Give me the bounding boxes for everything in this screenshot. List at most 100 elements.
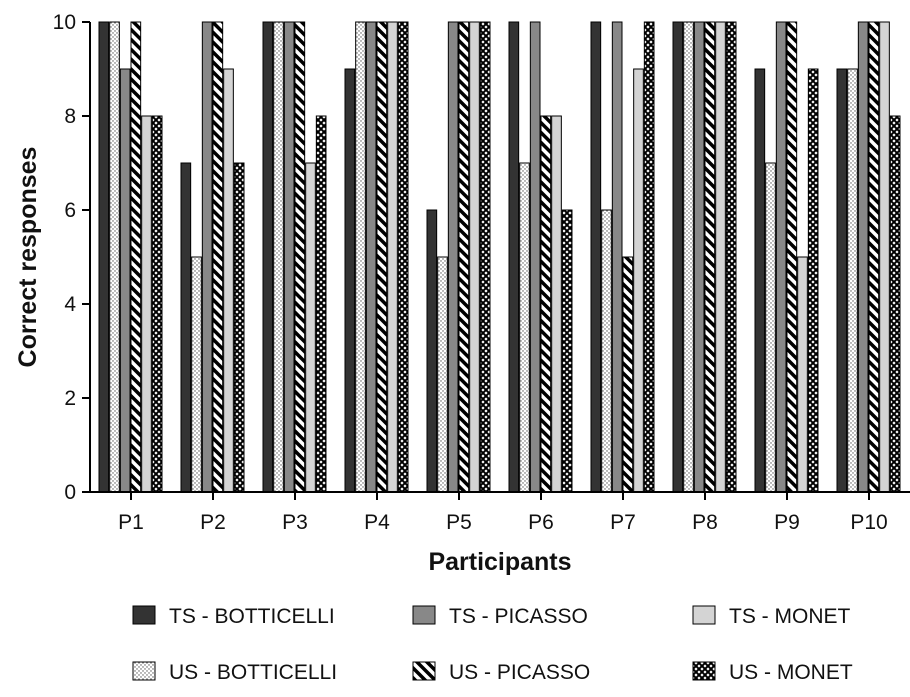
- bar: [807, 68, 819, 493]
- bars-layer: [98, 21, 901, 493]
- bar: [672, 21, 684, 493]
- bar: [601, 209, 612, 493]
- bar: [622, 256, 634, 493]
- x-tick-label: P10: [850, 511, 887, 534]
- bar: [365, 21, 377, 493]
- bar: [294, 21, 306, 493]
- y-tick-label: 0: [64, 481, 76, 504]
- bar: [426, 209, 438, 493]
- x-tick-label: P6: [528, 511, 554, 534]
- legend-swatch: [692, 605, 716, 625]
- bar: [540, 115, 552, 493]
- bar: [273, 21, 284, 493]
- bar: [344, 68, 356, 493]
- legend-swatch: [132, 661, 156, 681]
- y-tick-label: 10: [53, 11, 76, 34]
- bar: [141, 115, 152, 493]
- legend-label: US - BOTTICELLI: [169, 661, 337, 684]
- bar: [233, 162, 245, 493]
- bar: [889, 115, 901, 493]
- bar: [212, 21, 224, 493]
- x-tick-label: P1: [118, 511, 144, 534]
- legend-label: US - MONET: [729, 661, 853, 684]
- axes-layer: 0 2 4 6 8 10 P1 P2 P3 P4 P5 P6 P7 P8 P9 P10 Participants…: [14, 11, 910, 576]
- bar: [376, 21, 388, 493]
- bar: [315, 115, 327, 493]
- legend-item: US - MONET: [692, 661, 853, 684]
- y-tick-label: 6: [64, 199, 76, 222]
- x-tick-label: P4: [364, 511, 390, 534]
- bar: [151, 115, 163, 493]
- bar: [469, 21, 480, 493]
- bar: [223, 68, 234, 493]
- legend-item: US - BOTTICELLI: [132, 661, 337, 684]
- bar: [180, 162, 192, 493]
- bar: [725, 21, 737, 493]
- legend-label: TS - MONET: [729, 605, 850, 628]
- legend-label: TS - PICASSO: [449, 605, 588, 628]
- x-tick-label: P3: [282, 511, 308, 534]
- bar: [98, 21, 110, 493]
- bar: [836, 68, 848, 493]
- bar: [130, 21, 142, 493]
- legend-label: US - PICASSO: [449, 661, 590, 684]
- y-tick-label: 2: [64, 387, 76, 410]
- bar: [437, 256, 448, 493]
- bar: [857, 21, 869, 493]
- bar: [305, 162, 316, 493]
- bar: [201, 21, 213, 493]
- bar: [704, 21, 716, 493]
- bar: [119, 68, 131, 493]
- bar: [868, 21, 880, 493]
- bar: [387, 21, 398, 493]
- legend-swatch: [412, 605, 436, 625]
- bar: [847, 68, 858, 493]
- bar: [611, 21, 623, 493]
- legend-swatch: [692, 661, 716, 681]
- bar: [754, 68, 766, 493]
- bar: [633, 68, 644, 493]
- legend-item: TS - BOTTICELLI: [132, 605, 335, 628]
- bar: [643, 21, 655, 493]
- y-tick-label: 4: [64, 293, 76, 316]
- bar: [109, 21, 120, 493]
- legend-item: TS - PICASSO: [412, 605, 588, 628]
- x-tick-label: P7: [610, 511, 636, 534]
- bar: [397, 21, 409, 493]
- bar: [191, 256, 202, 493]
- bar: [786, 21, 798, 493]
- bar: [715, 21, 726, 493]
- bar: [797, 256, 808, 493]
- y-axis-title: Correct responses: [14, 147, 42, 368]
- bar: [561, 209, 573, 493]
- legend-label: TS - BOTTICELLI: [169, 605, 335, 628]
- bar: [879, 21, 890, 493]
- bar: [479, 21, 491, 493]
- legend-swatch: [412, 661, 436, 681]
- bar: [590, 21, 602, 493]
- legend-swatch: [132, 605, 156, 625]
- bar: [693, 21, 705, 493]
- x-tick-label: P8: [692, 511, 718, 534]
- bar: [508, 21, 520, 493]
- bar: [765, 162, 776, 493]
- bar: [529, 21, 541, 493]
- legend-item: TS - MONET: [692, 605, 850, 628]
- x-tick-label: P2: [200, 511, 226, 534]
- bar: [775, 21, 787, 493]
- x-tick-label: P5: [446, 511, 472, 534]
- bar: [519, 162, 530, 493]
- bar: [551, 115, 562, 493]
- x-axis-title: Participants: [428, 548, 571, 576]
- x-tick-label: P9: [774, 511, 800, 534]
- bar: [262, 21, 274, 493]
- bar: [355, 21, 366, 493]
- bar: [283, 21, 295, 493]
- bar: [447, 21, 459, 493]
- y-tick-label: 8: [64, 105, 76, 128]
- legend-item: US - PICASSO: [412, 661, 590, 684]
- legend: TS - BOTTICELLI TS - PICASSO TS - MONET US …: [132, 605, 853, 684]
- bar: [458, 21, 470, 493]
